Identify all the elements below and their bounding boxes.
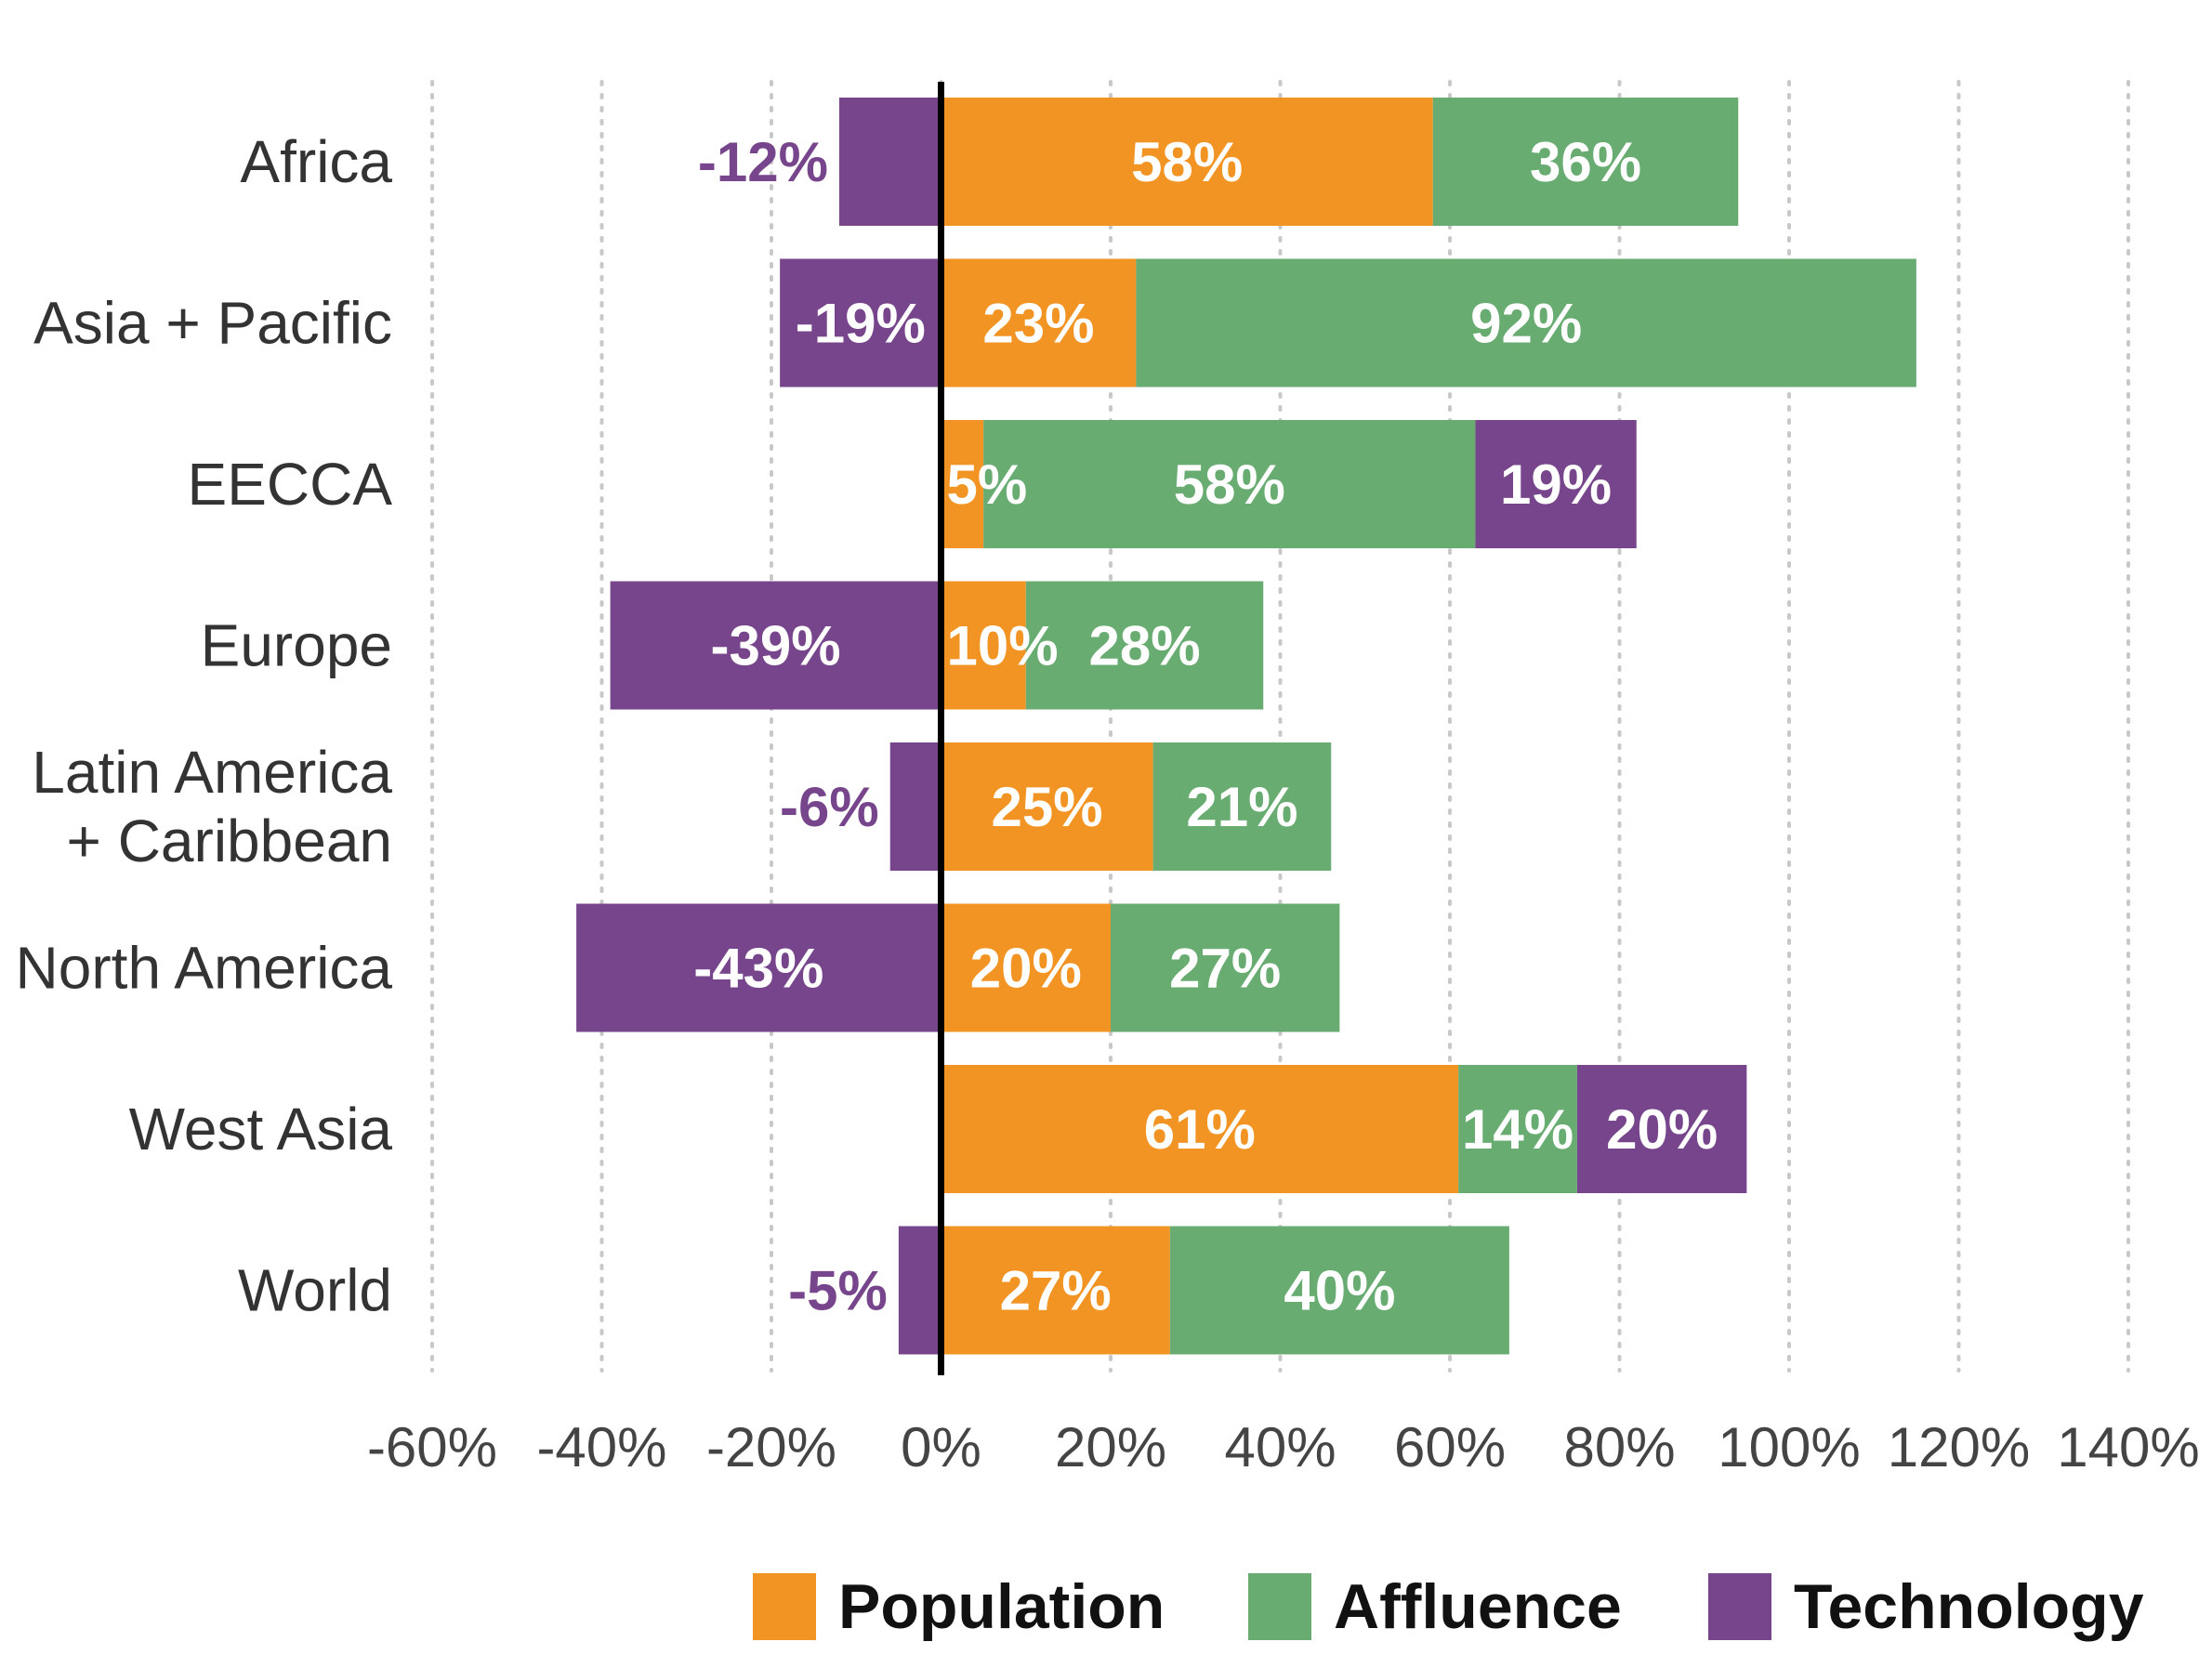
bar-label-population-europe: 10% xyxy=(947,615,1059,677)
x-tick-label-140pct: 140% xyxy=(2057,1416,2199,1478)
x-tick-label-60pct: 60% xyxy=(1394,1416,1506,1478)
bar-label-affluence-africa: 36% xyxy=(1530,131,1641,193)
x-tick-label-0pct: 0% xyxy=(901,1416,981,1478)
category-label-latin-america-caribbean: Latin America + Caribbean xyxy=(32,739,392,874)
bar-label-population-africa: 58% xyxy=(1131,131,1243,193)
bar-population-west-asia xyxy=(941,1065,1459,1193)
x-tick-label-20pct: 20% xyxy=(1055,1416,1166,1478)
bar-label-affluence-eecca: 58% xyxy=(1174,453,1285,516)
bar-technology-europe xyxy=(610,581,941,710)
legend-swatch-population xyxy=(753,1573,816,1640)
bar-label-technology-north-america: -43% xyxy=(693,938,823,1000)
bar-technology-eecca xyxy=(1475,420,1637,548)
bar-affluence-eecca xyxy=(983,420,1476,548)
bar-label-population-north-america: 20% xyxy=(970,938,1082,1000)
bar-affluence-africa xyxy=(1432,98,1739,226)
bar-affluence-europe xyxy=(1025,581,1264,710)
category-labels: Africa Asia + Pacific EECCA Europe Latin Ame… xyxy=(16,128,393,1324)
bar-technology-africa xyxy=(839,98,941,226)
x-tick-label-neg60pct: -60% xyxy=(367,1416,497,1478)
bar-affluence-asia-pacific xyxy=(1136,258,1916,387)
bar-label-technology-west-asia: 20% xyxy=(1606,1098,1718,1161)
bar-population-africa xyxy=(941,98,1433,226)
bar-technology-world xyxy=(898,1226,941,1355)
bar-label-population-latin-america-caribbean: 25% xyxy=(992,776,1103,838)
bar-population-europe xyxy=(941,581,1026,710)
bar-label-population-eecca: 5% xyxy=(947,453,1028,516)
bar-label-affluence-latin-america-caribbean: 21% xyxy=(1186,776,1297,838)
x-tick-label-100pct: 100% xyxy=(1718,1416,1860,1478)
category-label-africa: Africa xyxy=(240,128,392,195)
legend-label-technology: Technology xyxy=(1794,1571,2144,1642)
category-label-asia-pacific: Asia + Pacific xyxy=(33,290,392,357)
legend-label-population: Population xyxy=(838,1571,1165,1642)
bar-population-asia-pacific xyxy=(941,258,1137,387)
bar-affluence-west-asia xyxy=(1458,1065,1577,1193)
bar-population-latin-america-caribbean xyxy=(941,742,1153,871)
legend-label-affluence: Affluence xyxy=(1334,1571,1622,1642)
bar-label-technology-asia-pacific: -19% xyxy=(796,293,926,355)
bar-label-population-world: 27% xyxy=(1000,1260,1112,1322)
category-label-world: World xyxy=(238,1257,392,1324)
bar-technology-latin-america-caribbean xyxy=(889,742,941,871)
bar-label-affluence-west-asia: 14% xyxy=(1462,1098,1573,1161)
bar-population-north-america xyxy=(941,903,1111,1032)
category-label-north-america: North America xyxy=(16,935,393,1002)
x-tick-label-neg40pct: -40% xyxy=(536,1416,666,1478)
bar-label-population-west-asia: 61% xyxy=(1144,1098,1256,1161)
x-tick-label-120pct: 120% xyxy=(1888,1416,2030,1478)
bar-label-affluence-europe: 28% xyxy=(1088,615,1200,677)
bar-label-technology-europe: -39% xyxy=(711,615,841,677)
bar-label-affluence-asia-pacific: 92% xyxy=(1470,293,1582,355)
bar-label-affluence-north-america: 27% xyxy=(1169,938,1281,1000)
bar-affluence-world xyxy=(1169,1226,1509,1355)
bar-affluence-north-america xyxy=(1111,903,1340,1032)
category-label-eecca: EECCA xyxy=(188,451,393,518)
bar-technology-asia-pacific xyxy=(780,258,941,387)
bar-labels: 58% 36% -12% 23% 92% -19% 5% 58% 19% 10% 28% -39% 25… xyxy=(693,131,1718,1322)
bar-label-technology-latin-america-caribbean: -6% xyxy=(780,776,879,838)
bar-label-population-asia-pacific: 23% xyxy=(982,293,1094,355)
bar-population-eecca xyxy=(941,420,984,548)
bar-technology-north-america xyxy=(576,903,941,1032)
bar-label-technology-eecca: 19% xyxy=(1500,453,1612,516)
bar-technology-west-asia xyxy=(1576,1065,1747,1193)
bar-label-technology-africa: -12% xyxy=(698,131,828,193)
legend-swatch-affluence xyxy=(1248,1573,1311,1640)
category-label-west-asia: West Asia xyxy=(129,1096,393,1162)
bars xyxy=(576,98,1916,1355)
x-tick-label-40pct: 40% xyxy=(1224,1416,1336,1478)
category-label-europe: Europe xyxy=(201,612,392,679)
bar-affluence-latin-america-caribbean xyxy=(1152,742,1332,871)
bar-label-affluence-world: 40% xyxy=(1284,1260,1395,1322)
legend: Population Affluence Technology xyxy=(753,1571,2144,1642)
x-tick-labels: -60% -40% -20% 0% 20% 40% 60% 80% 100% 120% 140% xyxy=(367,1416,2200,1478)
bar-label-technology-world: -5% xyxy=(788,1260,888,1322)
x-tick-label-80pct: 80% xyxy=(1563,1416,1675,1478)
legend-swatch-technology xyxy=(1708,1573,1771,1640)
bar-population-world xyxy=(941,1226,1170,1355)
x-tick-label-neg20pct: -20% xyxy=(706,1416,836,1478)
